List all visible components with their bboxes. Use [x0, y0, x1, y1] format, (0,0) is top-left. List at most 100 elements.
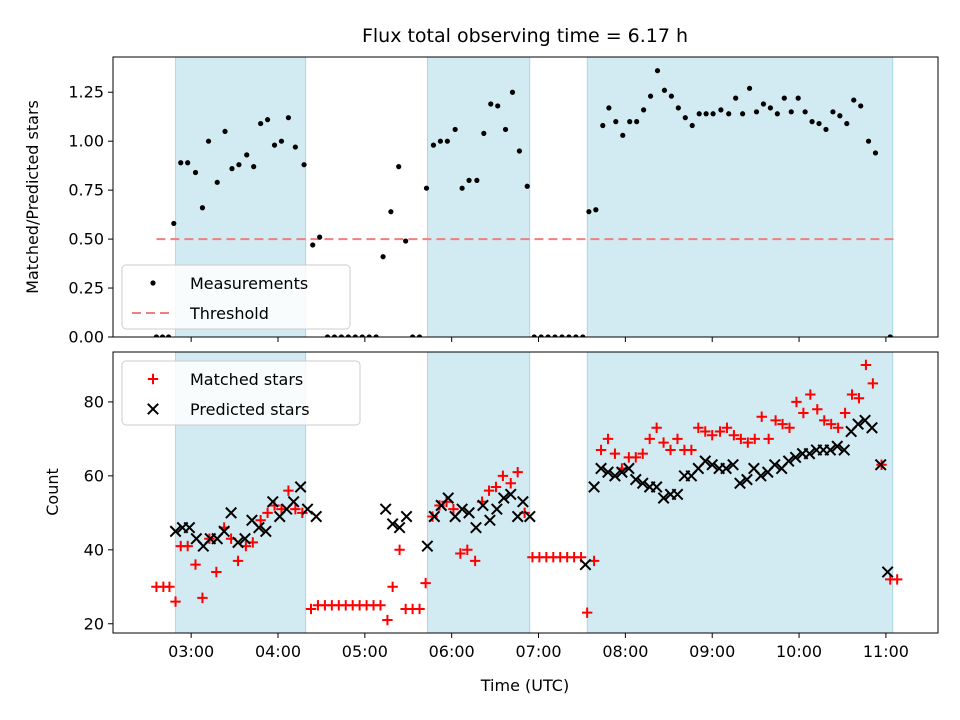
data-point	[455, 548, 466, 559]
data-point	[462, 544, 473, 556]
data-point	[271, 142, 278, 148]
data-point	[488, 101, 494, 107]
data-point	[190, 559, 201, 570]
data-point	[545, 334, 551, 337]
data-point	[782, 455, 795, 467]
data-point	[394, 544, 405, 556]
data-point	[483, 514, 496, 527]
top-panel: 0.00 0.25 0.50 0.75 1.00 1.25 Measurements Thre…	[68, 56, 939, 347]
data-point	[686, 444, 697, 456]
data-point	[512, 466, 523, 478]
data-point	[211, 566, 222, 578]
x-tick-label: 10:00	[776, 642, 822, 661]
data-point	[232, 555, 244, 567]
data-point	[641, 107, 647, 113]
data-point	[410, 334, 416, 337]
data-point	[466, 177, 472, 183]
data-point	[266, 495, 279, 508]
data-point	[387, 581, 398, 592]
data-point	[310, 510, 323, 523]
data-point	[588, 481, 601, 493]
data-point	[573, 334, 579, 337]
data-point	[420, 577, 431, 589]
data-point	[636, 477, 649, 490]
x-tick-label: 05:00	[342, 642, 388, 661]
data-point	[310, 242, 316, 248]
data-point	[164, 581, 175, 592]
data-point	[262, 507, 273, 519]
data-point	[490, 481, 502, 493]
data-point	[182, 540, 193, 552]
data-point	[852, 418, 865, 431]
data-point	[229, 166, 235, 172]
data-point	[798, 407, 809, 419]
data-point	[824, 444, 837, 456]
y-tick-label: 0.75	[68, 181, 104, 200]
data-point	[844, 120, 850, 127]
data-point	[379, 503, 392, 516]
data-point	[430, 142, 437, 148]
data-point	[823, 126, 829, 133]
data-point	[754, 469, 767, 482]
data-point	[657, 492, 670, 504]
data-point	[258, 120, 264, 127]
data-point	[851, 97, 857, 103]
data-point	[588, 555, 600, 567]
data-point	[866, 421, 878, 434]
data-point	[559, 334, 565, 337]
data-point	[269, 500, 280, 511]
data-point	[305, 603, 317, 615]
y-tick-label: 0.25	[68, 279, 104, 298]
data-point	[170, 596, 181, 607]
data-point	[706, 458, 719, 471]
data-point	[331, 334, 338, 337]
y-tick-label: 60	[84, 466, 104, 485]
data-point	[294, 481, 307, 493]
data-point	[442, 492, 455, 504]
legend-box	[121, 264, 351, 330]
shaded-interval-3	[586, 56, 894, 338]
x-tick-label: 06:00	[429, 642, 475, 661]
data-point	[382, 614, 393, 626]
data-point	[469, 555, 481, 567]
data-point	[225, 506, 238, 519]
data-point	[199, 205, 206, 211]
data-point	[774, 111, 780, 117]
data-point	[651, 422, 662, 433]
data-point	[696, 111, 702, 117]
legend-bottom: Matched stars Predicted stars	[121, 360, 361, 426]
data-point	[661, 87, 668, 93]
data-point	[380, 254, 386, 260]
legend-marker	[147, 373, 159, 385]
data-point	[714, 426, 726, 437]
data-point	[763, 433, 774, 445]
data-point	[668, 93, 674, 99]
data-point	[620, 132, 626, 138]
data-point	[700, 426, 711, 437]
legend-marker	[150, 280, 156, 286]
data-point	[865, 138, 872, 144]
top-y-axis-label: Matched/Predicted stars	[23, 100, 42, 294]
data-point	[615, 466, 628, 479]
legend-label: Measurements	[190, 274, 308, 293]
data-point	[634, 119, 640, 125]
data-point	[891, 574, 903, 585]
data-point	[259, 525, 272, 538]
data-point	[665, 444, 676, 456]
data-point	[746, 85, 753, 91]
data-point	[627, 119, 633, 125]
data-point	[566, 334, 572, 337]
data-point	[251, 164, 257, 170]
data-point	[497, 492, 510, 504]
data-point	[816, 120, 822, 127]
data-point	[232, 536, 244, 549]
y-tick-label: 1.00	[68, 132, 104, 151]
data-point	[502, 126, 509, 133]
data-point	[169, 525, 182, 538]
data-point	[874, 458, 887, 471]
data-point	[749, 433, 760, 445]
data-point	[292, 144, 298, 150]
data-point	[586, 209, 592, 215]
data-point	[444, 138, 450, 144]
y-tick-label: 0.00	[68, 328, 104, 347]
